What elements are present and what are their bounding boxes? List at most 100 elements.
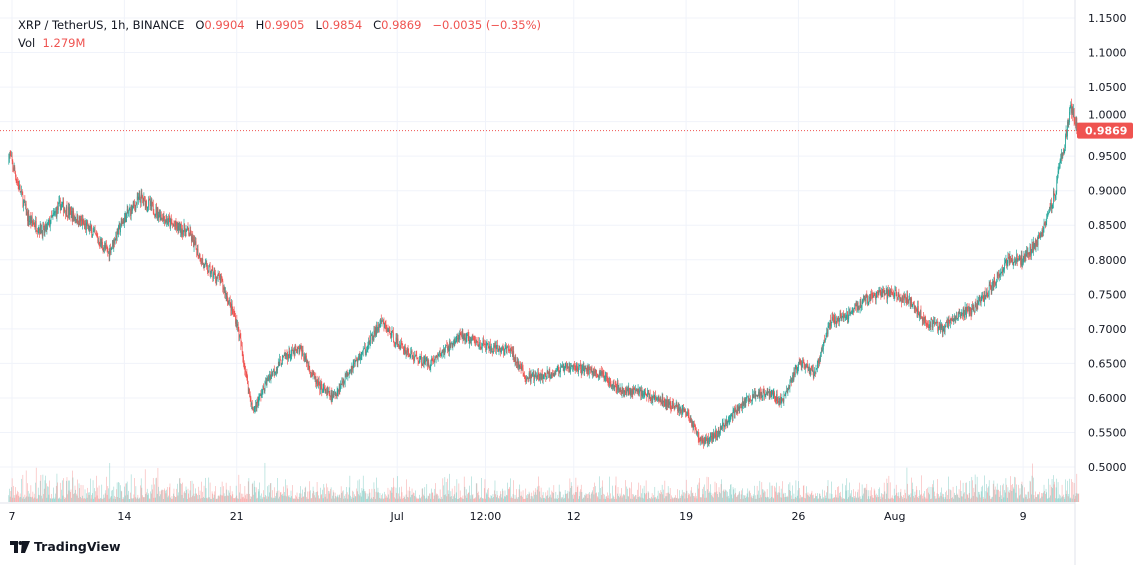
- volume-bar: [946, 498, 948, 502]
- volume-bar: [260, 498, 262, 502]
- candle-body: [505, 345, 507, 349]
- volume-bar: [460, 497, 462, 502]
- volume-bar: [1045, 494, 1046, 502]
- volume-bar: [15, 487, 16, 502]
- volume-bar: [280, 492, 281, 502]
- candle-body: [722, 423, 723, 429]
- candle-body: [452, 344, 454, 348]
- candle-body: [170, 218, 172, 222]
- candle-body: [908, 298, 910, 304]
- candle-body: [45, 223, 47, 231]
- volume-bar: [607, 498, 609, 502]
- candle-body: [405, 351, 407, 354]
- volume-bar: [276, 491, 278, 502]
- candle-body: [500, 348, 501, 352]
- candle-body: [695, 428, 696, 430]
- volume-bar: [382, 498, 384, 502]
- candle-body: [282, 356, 283, 365]
- volume-bar: [213, 494, 215, 502]
- candle-body: [396, 337, 398, 344]
- candle-body: [257, 400, 258, 404]
- candle-body: [189, 229, 191, 236]
- candle-body: [966, 306, 967, 317]
- candle-body: [1041, 233, 1042, 237]
- volume-bar: [425, 497, 427, 502]
- volume-bar: [176, 488, 177, 502]
- volume-bar: [1074, 498, 1076, 502]
- volume-bar: [153, 497, 155, 502]
- candle-body: [518, 361, 520, 369]
- candle-body: [865, 296, 866, 302]
- volume-bar: [617, 487, 619, 502]
- candle-body: [102, 241, 103, 248]
- candle-body: [652, 395, 654, 401]
- candle-body: [889, 290, 891, 294]
- volume-bar: [1048, 478, 1049, 502]
- candle-body: [323, 387, 325, 388]
- volume-bar: [491, 495, 492, 502]
- candle-body: [325, 392, 327, 394]
- candle-body: [499, 345, 501, 349]
- candle-body: [409, 354, 410, 357]
- candle-body: [794, 368, 796, 376]
- candle-body: [563, 365, 565, 372]
- volume-bar: [333, 492, 335, 502]
- volume-bar: [983, 498, 985, 502]
- volume-bar: [205, 488, 207, 502]
- volume-bar: [780, 488, 782, 502]
- candle-body: [561, 366, 563, 368]
- candle-body: [616, 387, 618, 391]
- candle-body: [782, 398, 783, 400]
- volume-bar: [562, 497, 563, 502]
- volume-bar: [247, 493, 248, 502]
- volume-bar: [1004, 490, 1005, 502]
- volume-bar: [728, 498, 730, 502]
- volume-bar: [712, 496, 713, 502]
- volume-bar: [528, 491, 530, 502]
- volume-bar: [387, 497, 388, 502]
- volume-bar: [948, 476, 949, 502]
- candle-body: [92, 235, 93, 238]
- volume-bar: [532, 498, 534, 502]
- volume-bar: [407, 496, 408, 502]
- candle-body: [120, 221, 122, 228]
- candle-body: [617, 382, 618, 391]
- candle-body: [380, 318, 382, 324]
- candle-body: [963, 309, 965, 318]
- volume-bar: [584, 494, 585, 502]
- volume-bar: [29, 496, 31, 502]
- candle-body: [324, 387, 325, 389]
- candle-body: [134, 204, 135, 207]
- candle-body: [751, 400, 753, 402]
- candle-body: [86, 222, 88, 224]
- volume-bar: [434, 488, 436, 502]
- candle-body: [500, 351, 502, 353]
- candle-body: [835, 316, 836, 322]
- candle-body: [510, 349, 511, 354]
- volume-bar: [9, 488, 10, 502]
- candle-body: [1059, 160, 1061, 168]
- volume-bar: [689, 496, 691, 502]
- volume-bar: [300, 486, 301, 502]
- candle-body: [520, 365, 521, 368]
- candle-body: [899, 296, 900, 299]
- candle-body: [697, 431, 699, 433]
- candle-body: [651, 397, 652, 400]
- candle-body: [295, 349, 297, 351]
- volume-bar: [164, 488, 165, 502]
- volume-bar: [144, 469, 146, 502]
- volume-bar: [505, 496, 506, 502]
- volume-bar: [157, 467, 159, 502]
- candle-body: [109, 247, 111, 257]
- candle-body: [948, 319, 950, 321]
- candle-body: [179, 222, 181, 233]
- volume-bar: [167, 497, 169, 502]
- candle-body: [128, 209, 130, 213]
- candle-body: [336, 394, 337, 397]
- candle-body: [427, 358, 428, 366]
- candle-body: [766, 392, 768, 395]
- tradingview-logo[interactable]: TradingView: [10, 539, 121, 554]
- volume-bar: [887, 483, 888, 502]
- volume-bar: [26, 496, 28, 502]
